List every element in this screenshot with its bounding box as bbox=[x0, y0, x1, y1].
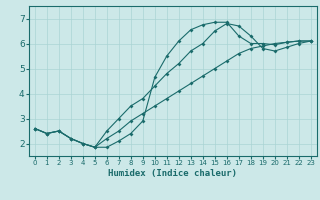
X-axis label: Humidex (Indice chaleur): Humidex (Indice chaleur) bbox=[108, 169, 237, 178]
